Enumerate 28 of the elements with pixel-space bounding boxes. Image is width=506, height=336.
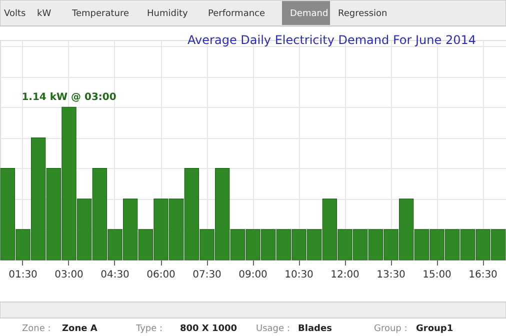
text: Group :: [374, 324, 408, 334]
x-tick-label: 03:00: [54, 270, 84, 280]
text: Blades: [298, 324, 332, 334]
x-tick-label: 06:00: [146, 270, 176, 280]
x-tick-label: 10:30: [284, 270, 314, 280]
text: Regression: [338, 9, 388, 19]
x-tick-label: 15:00: [422, 270, 452, 280]
text: Type :: [135, 324, 163, 334]
x-tick-label: 12:00: [330, 270, 360, 280]
text: Temperature: [71, 9, 130, 19]
text: Usage :: [256, 324, 290, 334]
text: Zone A: [62, 324, 98, 334]
chart-title: Average Daily Electricity Demand For June 2014: [188, 33, 476, 47]
text: Humidity: [147, 9, 188, 19]
x-tick-label: 09:00: [238, 270, 268, 280]
text: 800 X 1000: [180, 324, 238, 334]
text: Group1: [416, 324, 454, 334]
x-tick-label: 07:30: [192, 270, 222, 280]
x-tick-label: 13:30: [376, 270, 406, 280]
text: kW: [37, 9, 52, 19]
text: Performance: [208, 9, 266, 19]
x-tick-label: 01:30: [8, 270, 38, 280]
annotation: 1.14 kW @ 03:00: [22, 92, 116, 104]
text: Demand: [290, 9, 328, 19]
x-tick-label: 16:30: [468, 270, 498, 280]
text: Zone :: [22, 324, 51, 334]
text: Volts: [4, 9, 26, 19]
x-tick-label: 04:30: [100, 270, 130, 280]
